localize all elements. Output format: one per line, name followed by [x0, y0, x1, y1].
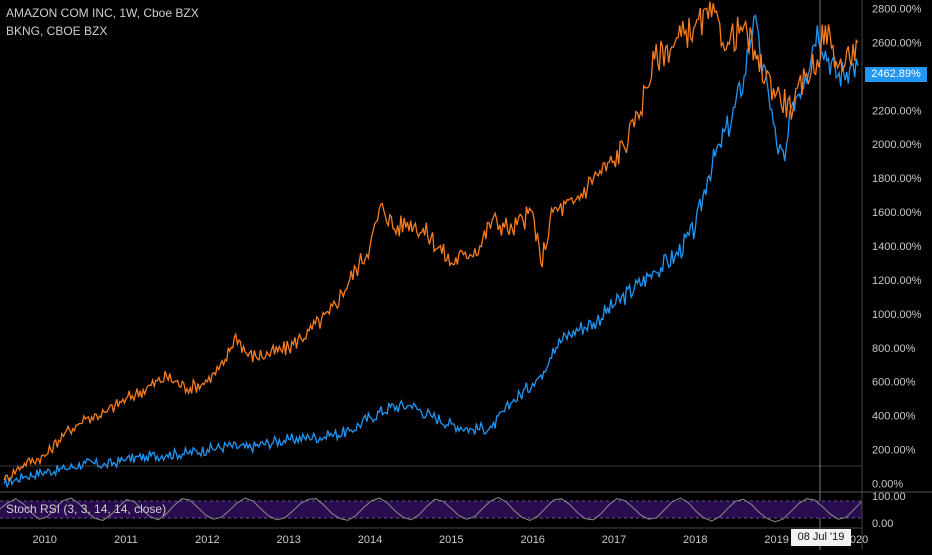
stoch-rsi-pane[interactable]: [0, 496, 863, 523]
time-axis-tick-label: 2013: [276, 534, 300, 546]
time-axis-tick-label: 2011: [114, 534, 138, 546]
price-axis-tick-label: 1600.00%: [872, 207, 922, 219]
stoch-rsi-tick-label: 0.00: [872, 518, 893, 530]
bkng-line: [3, 1, 859, 483]
price-axis-tick-label: 1200.00%: [872, 275, 922, 287]
time-axis-tick-label: 2015: [439, 534, 463, 546]
price-axis-tick-label: 400.00%: [872, 411, 916, 423]
time-axis-tick-label: 2014: [358, 534, 382, 546]
price-axis-tick-label: 800.00%: [872, 343, 916, 355]
price-axis-tick-label: 200.00%: [872, 445, 916, 457]
stoch-rsi-series-group: [0, 496, 863, 523]
time-axis-tick-label: 2012: [195, 534, 219, 546]
crosshair-date-tag: 08 Jul '19: [791, 529, 851, 546]
stoch-rsi-line: [0, 496, 863, 523]
time-axis-tick-label: 2019: [764, 534, 788, 546]
stoch-rsi-tick-label: 100.00: [872, 491, 906, 503]
price-axis-tick-label: 2800.00%: [872, 4, 922, 16]
stoch-rsi-band: [0, 501, 862, 518]
time-axis-tick-label: 2017: [602, 534, 626, 546]
price-axis-tick-label: 1000.00%: [872, 309, 922, 321]
bkng-series-group: [3, 1, 859, 483]
amzn-series-group: [3, 14, 859, 489]
legend-bkng[interactable]: BKNG, CBOE BZX: [6, 24, 108, 38]
price-axis-tick-label: 1400.00%: [872, 241, 922, 253]
price-axis-tick-label: 0.00%: [872, 479, 903, 491]
amzn-line: [3, 14, 859, 489]
legend-amzn[interactable]: AMAZON COM INC, 1W, Cboe BZX: [6, 6, 199, 20]
price-axis-tick-label: 600.00%: [872, 377, 916, 389]
price-axis-tick-label: 1800.00%: [872, 173, 922, 185]
current-value-tag: 2462.89%: [865, 67, 927, 82]
price-axis-tick-label: 2000.00%: [872, 139, 922, 151]
price-axis-tick-label: 2200.00%: [872, 105, 922, 117]
main-price-pane[interactable]: [0, 0, 862, 550]
time-axis-tick-label: 2018: [683, 534, 707, 546]
stoch-rsi-label[interactable]: Stoch RSI (3, 3, 14, 14, close): [6, 502, 167, 516]
time-axis-tick-label: 2010: [32, 534, 56, 546]
price-axis-tick-label: 2600.00%: [872, 37, 922, 49]
time-axis-tick-label: 2016: [520, 534, 544, 546]
time-axis[interactable]: 2010 2011 2012 2013 2014 2015 2016 2017 2018 2019…: [32, 534, 868, 546]
stoch-rsi-axis[interactable]: 100.00 0.00: [872, 491, 906, 530]
